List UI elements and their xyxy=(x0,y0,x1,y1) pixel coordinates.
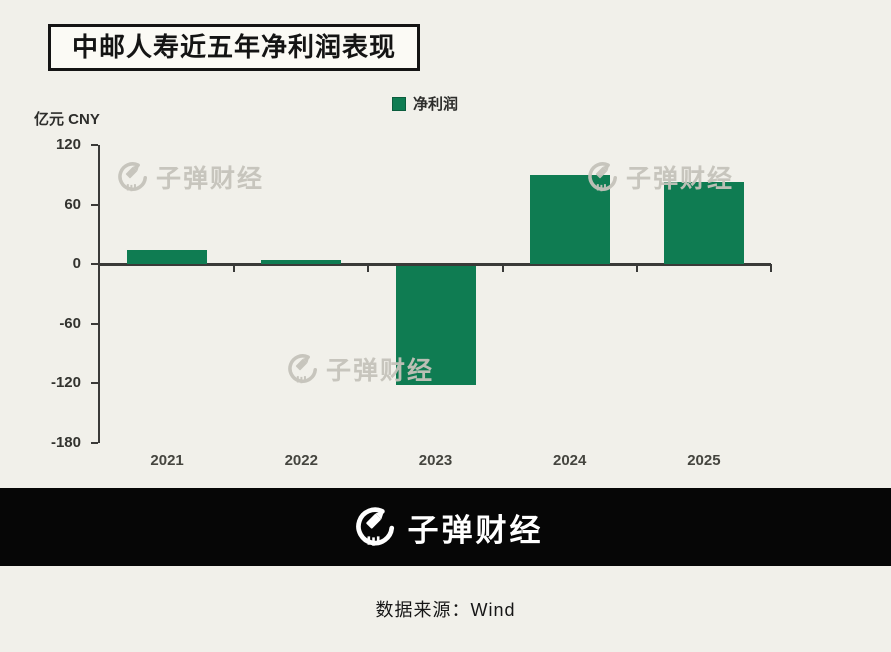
chart-title: 中邮人寿近五年净利润表现 xyxy=(48,24,421,71)
y-tick-label: -60 xyxy=(59,314,81,332)
bar-2024 xyxy=(529,174,610,265)
bar-2022 xyxy=(261,260,342,265)
x-tick-label: 2025 xyxy=(687,452,721,469)
y-tick-label: -180 xyxy=(50,434,81,451)
y-tick-mark xyxy=(91,263,98,266)
y-tick-label: 0 xyxy=(72,255,81,273)
bullet-logo-icon xyxy=(355,507,394,546)
bar-2021 xyxy=(127,250,208,265)
x-tick-mark xyxy=(501,264,504,273)
brand-name: 子弹财经 xyxy=(407,512,544,548)
y-tick-label: -120 xyxy=(50,374,81,392)
chart-title-text: 中邮人寿近五年净利润表现 xyxy=(72,32,397,62)
y-axis-unit-label: 亿元 CNY xyxy=(34,111,100,128)
data-source: 数据来源：Wind xyxy=(0,596,891,622)
x-tick-label: 2021 xyxy=(150,452,184,469)
x-tick-label: 2022 xyxy=(284,452,318,469)
y-tick-mark xyxy=(91,382,98,385)
bar-2023 xyxy=(395,265,476,385)
x-tick-mark xyxy=(233,264,236,273)
y-tick-mark xyxy=(91,442,98,444)
brand-footer: 子弹财经 xyxy=(0,488,891,566)
y-tick-mark xyxy=(91,203,98,206)
y-tick-label: 120 xyxy=(55,136,81,153)
legend-label: 净利润 xyxy=(413,96,459,113)
x-tick-mark xyxy=(635,264,638,273)
data-source-text: 数据来源：Wind xyxy=(375,600,516,620)
x-tick-label: 2023 xyxy=(418,452,453,469)
y-tick-mark xyxy=(91,144,98,146)
x-tick-mark xyxy=(367,264,370,273)
legend-swatch xyxy=(392,96,406,111)
y-tick-mark xyxy=(91,322,98,325)
legend: 净利润 xyxy=(392,93,458,114)
x-tick-mark xyxy=(770,264,772,273)
bar-2025 xyxy=(663,181,744,265)
y-tick-label: 60 xyxy=(64,195,81,213)
x-axis-baseline xyxy=(98,262,771,266)
y-axis xyxy=(98,145,100,443)
x-tick-label: 2024 xyxy=(553,452,587,469)
